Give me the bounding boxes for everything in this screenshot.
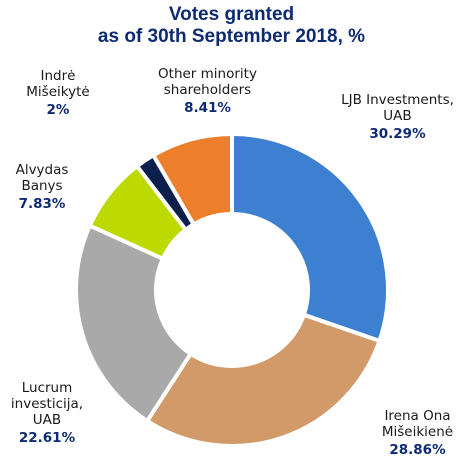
- label-ljb-investments-value: 30.29%: [369, 126, 426, 142]
- slice-other-minority-shareholders: [151, 132, 234, 227]
- chart-title: Votes granted as of 30th September 2018,…: [0, 4, 463, 48]
- label-ljb-investments-line-2: UAB: [383, 108, 412, 124]
- label-other-minority-shareholders-line-2: shareholders: [163, 82, 252, 98]
- label-ljb-investments-line-1: LJB Investments,: [341, 92, 454, 108]
- label-lucrum-investicija-line-2: investicija,: [10, 396, 84, 412]
- label-indre-miseikyte-line-2: Mišeikytė: [26, 84, 90, 100]
- label-irena-ona-miseikiene-value: 28.86%: [389, 442, 446, 458]
- slice-irena-ona-miseikiene: [145, 312, 382, 448]
- label-lucrum-investicija-line-3: UAB: [32, 412, 62, 428]
- label-indre-miseikyte: Indrė Mišeikytė 2%: [18, 68, 98, 118]
- label-other-minority-shareholders-line-1: Other minority: [158, 66, 257, 82]
- label-other-minority-shareholders-value: 8.41%: [184, 100, 231, 116]
- label-alvydas-banys-line-2: Banys: [21, 178, 63, 194]
- label-irena-ona-miseikiene: Irena Ona Mišeikienė 28.86%: [370, 408, 463, 458]
- chart-title-line-1: Votes granted: [168, 4, 295, 25]
- label-lucrum-investicija-line-1: Lucrum: [21, 380, 73, 396]
- slice-lucrum-investicija: [74, 223, 193, 423]
- label-ljb-investments: LJB Investments, UAB 30.29%: [330, 92, 463, 142]
- label-irena-ona-miseikiene-line-1: Irena Ona: [384, 408, 451, 424]
- slice-ljb-investments: [230, 132, 390, 343]
- label-indre-miseikyte-value: 2%: [46, 102, 70, 118]
- label-lucrum-investicija: Lucrum investicija, UAB 22.61%: [2, 380, 92, 446]
- label-indre-miseikyte-line-1: Indrė: [40, 68, 76, 84]
- label-lucrum-investicija-value: 22.61%: [18, 430, 76, 446]
- label-alvydas-banys: Alvydas Banys 7.83%: [2, 162, 82, 212]
- label-alvydas-banys-line-1: Alvydas: [15, 162, 69, 178]
- label-irena-ona-miseikiene-line-2: Mišeikienė: [381, 424, 454, 440]
- label-other-minority-shareholders: Other minority shareholders 8.41%: [140, 66, 275, 116]
- chart-title-line-2: as of 30th September 2018, %: [97, 26, 366, 47]
- label-alvydas-banys-value: 7.83%: [18, 196, 66, 212]
